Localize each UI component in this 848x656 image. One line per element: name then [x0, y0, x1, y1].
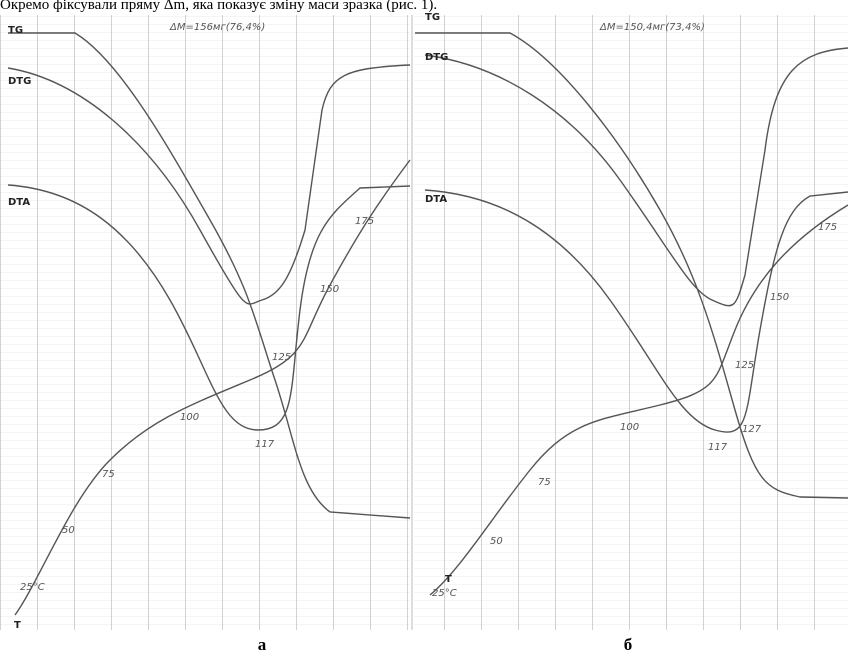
header-text: Окремо фіксували пряму Δm, яка показує з…: [0, 0, 437, 13]
figure: Окремо фіксували пряму Δm, яка показує з…: [0, 0, 848, 656]
temperature-label: 50: [62, 525, 75, 536]
temperature-label: 50: [490, 536, 503, 547]
temperature-label: 100: [180, 412, 199, 423]
temperature-label: 175: [355, 216, 374, 227]
curve-label: TG: [8, 25, 23, 36]
temperature-label: 75: [102, 469, 115, 480]
temperature-label: 117: [255, 439, 275, 450]
curve-label: DTG: [8, 76, 31, 87]
panel-caption: б: [624, 635, 633, 654]
temperature-label: 117: [708, 442, 728, 453]
panel-caption: а: [258, 635, 267, 654]
temperature-label: 25°C: [20, 582, 45, 593]
temperature-label: 175: [818, 222, 837, 233]
temperature-label: 75: [538, 477, 551, 488]
mass-loss: ΔM=156мг(76,4%): [169, 22, 265, 33]
page: Окремо фіксували пряму Δm, яка показує з…: [0, 0, 848, 656]
temperature-label: 127: [742, 424, 762, 435]
temperature-label: 125: [272, 352, 291, 363]
curve-label: T: [14, 620, 21, 631]
curve-label: DTA: [425, 194, 447, 205]
mass-loss: ΔM=150,4мг(73,4%): [599, 22, 705, 33]
curve-label: DTG: [425, 52, 448, 63]
temperature-label: 150: [320, 284, 339, 295]
curve-label: TG: [425, 12, 440, 23]
temperature-label: 125: [735, 360, 754, 371]
panel-a-grid: [0, 15, 410, 630]
temperature-label: 150: [770, 292, 789, 303]
temperature-label: 25°C: [432, 588, 457, 599]
curve-label: DTA: [8, 197, 30, 208]
temperature-label: 100: [620, 422, 639, 433]
curve-label: T: [445, 574, 452, 585]
